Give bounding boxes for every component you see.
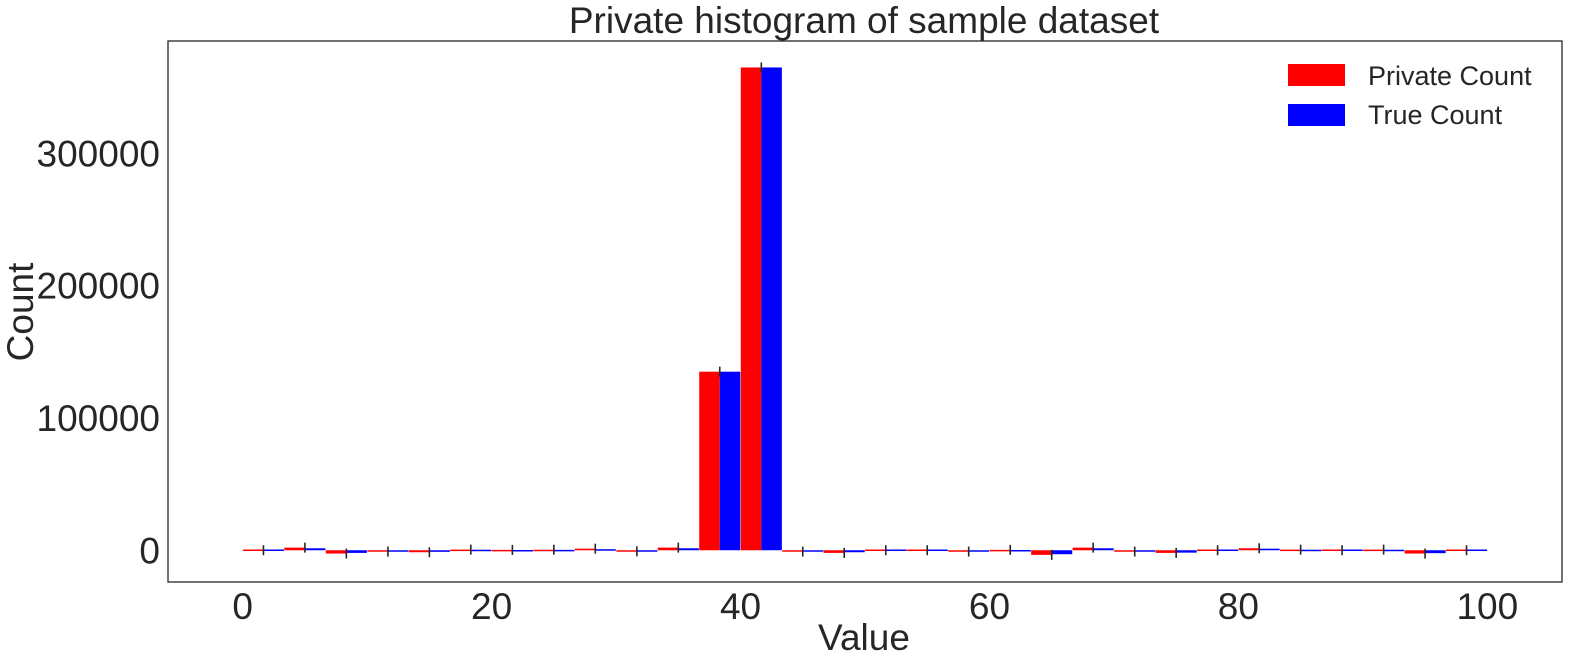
bar-true-17 [968, 550, 990, 552]
bar-private-20 [1072, 547, 1094, 551]
y-tick-labels: 0 100000 200000 300000 [37, 133, 160, 571]
bar-true-5 [470, 549, 492, 552]
x-tick-labels: 0 20 40 60 80 100 [232, 586, 1518, 627]
bar-private-11 [699, 371, 720, 551]
bar-private-22 [1155, 550, 1177, 553]
error-bars-layer [262, 62, 1468, 560]
y-tick-100000: 100000 [37, 398, 160, 439]
bar-true-24 [1259, 548, 1280, 551]
bar-true-29 [1466, 549, 1488, 551]
bar-private-23 [1197, 549, 1218, 551]
y-axis-label: Count [0, 262, 41, 361]
bar-true-13 [802, 550, 824, 552]
bar-private-15 [865, 549, 886, 551]
bar-true-1 [304, 548, 326, 551]
bar-private-8 [574, 548, 596, 551]
bar-private-6 [491, 549, 513, 552]
bar-private-13 [782, 550, 803, 552]
bar-true-10 [678, 548, 699, 551]
bar-true-20 [1093, 548, 1114, 551]
bar-true-18 [1010, 549, 1031, 552]
bar-private-29 [1446, 549, 1467, 551]
x-tick-60: 60 [969, 586, 1010, 627]
bar-true-2 [346, 550, 367, 553]
bar-true-4 [429, 550, 450, 552]
bar-private-16 [906, 549, 928, 551]
bar-private-3 [367, 550, 388, 552]
bar-private-1 [284, 547, 305, 551]
bar-private-5 [450, 549, 471, 552]
bar-true-21 [1134, 550, 1156, 552]
y-tick-0: 0 [139, 530, 160, 571]
bar-private-9 [616, 550, 637, 552]
bar-private-12 [740, 67, 762, 551]
bar-private-28 [1404, 550, 1426, 554]
x-tick-80: 80 [1218, 586, 1259, 627]
bar-true-27 [1383, 549, 1405, 552]
bar-true-19 [1051, 550, 1073, 555]
bar-true-6 [512, 549, 533, 552]
bar-true-28 [1425, 550, 1446, 554]
x-tick-20: 20 [471, 586, 512, 627]
bars-layer [242, 67, 1488, 555]
bar-true-16 [927, 549, 948, 551]
legend-swatch-true [1288, 104, 1345, 126]
bar-private-21 [1114, 550, 1135, 552]
legend-label-private: Private Count [1368, 61, 1532, 91]
y-tick-300000: 300000 [37, 133, 160, 174]
bar-private-14 [823, 550, 845, 553]
legend: Private Count True Count [1288, 61, 1532, 130]
bar-private-27 [1363, 549, 1384, 552]
bar-true-0 [263, 549, 284, 551]
x-tick-100: 100 [1456, 586, 1518, 627]
x-tick-40: 40 [720, 586, 761, 627]
bar-private-2 [325, 550, 347, 554]
bar-true-14 [844, 550, 865, 553]
bar-private-0 [242, 549, 264, 551]
bar-private-25 [1280, 549, 1301, 552]
legend-swatch-private [1288, 64, 1345, 86]
bar-true-3 [387, 550, 409, 552]
bar-private-18 [989, 549, 1011, 552]
x-axis-label: Value [818, 617, 910, 658]
bar-private-19 [1031, 550, 1052, 555]
bar-true-22 [1176, 550, 1197, 553]
bar-private-24 [1238, 548, 1260, 551]
bar-true-7 [553, 549, 575, 552]
bar-true-23 [1217, 549, 1239, 551]
plot-frame [167, 40, 1563, 583]
bar-true-11 [719, 371, 741, 551]
legend-label-true: True Count [1368, 100, 1503, 130]
bar-true-9 [636, 550, 658, 552]
bar-private-10 [657, 547, 679, 551]
chart-title: Private histogram of sample dataset [569, 0, 1160, 41]
bar-private-4 [408, 550, 430, 553]
bar-true-12 [761, 67, 782, 551]
bar-true-26 [1342, 549, 1363, 551]
bar-private-26 [1321, 549, 1343, 551]
bar-true-15 [885, 549, 907, 551]
bar-true-25 [1300, 549, 1322, 552]
x-tick-0: 0 [232, 586, 253, 627]
bar-private-17 [948, 550, 969, 552]
y-tick-200000: 200000 [37, 266, 160, 307]
bar-true-8 [595, 549, 616, 551]
bar-private-7 [533, 549, 554, 552]
